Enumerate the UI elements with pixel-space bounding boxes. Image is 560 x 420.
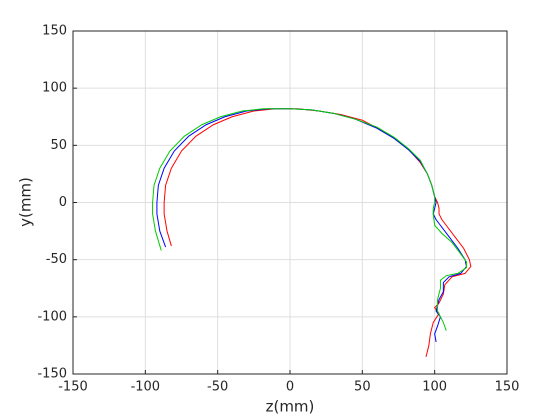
y-tick-label: 150 [42, 24, 67, 39]
x-tick-label: -50 [207, 380, 228, 395]
x-tick-label: 0 [286, 380, 294, 395]
x-tick-label: 100 [422, 380, 447, 395]
y-tick-label: 50 [50, 138, 67, 153]
x-tick-label: -150 [58, 380, 88, 395]
y-tick-label: 100 [42, 81, 67, 96]
y-tick-label: -150 [37, 367, 67, 382]
y-tick-label: -100 [37, 309, 67, 324]
x-axis-label: z(mm) [266, 398, 315, 416]
y-tick-label: -50 [46, 252, 67, 267]
series-line [152, 108, 467, 331]
y-axis-label: y(mm) [17, 177, 35, 227]
x-tick-label: 50 [354, 380, 371, 395]
x-tick-label: 150 [495, 380, 520, 395]
x-tick-label: -100 [131, 380, 161, 395]
y-tick-label: 0 [59, 195, 67, 210]
plot-frame [72, 30, 508, 375]
